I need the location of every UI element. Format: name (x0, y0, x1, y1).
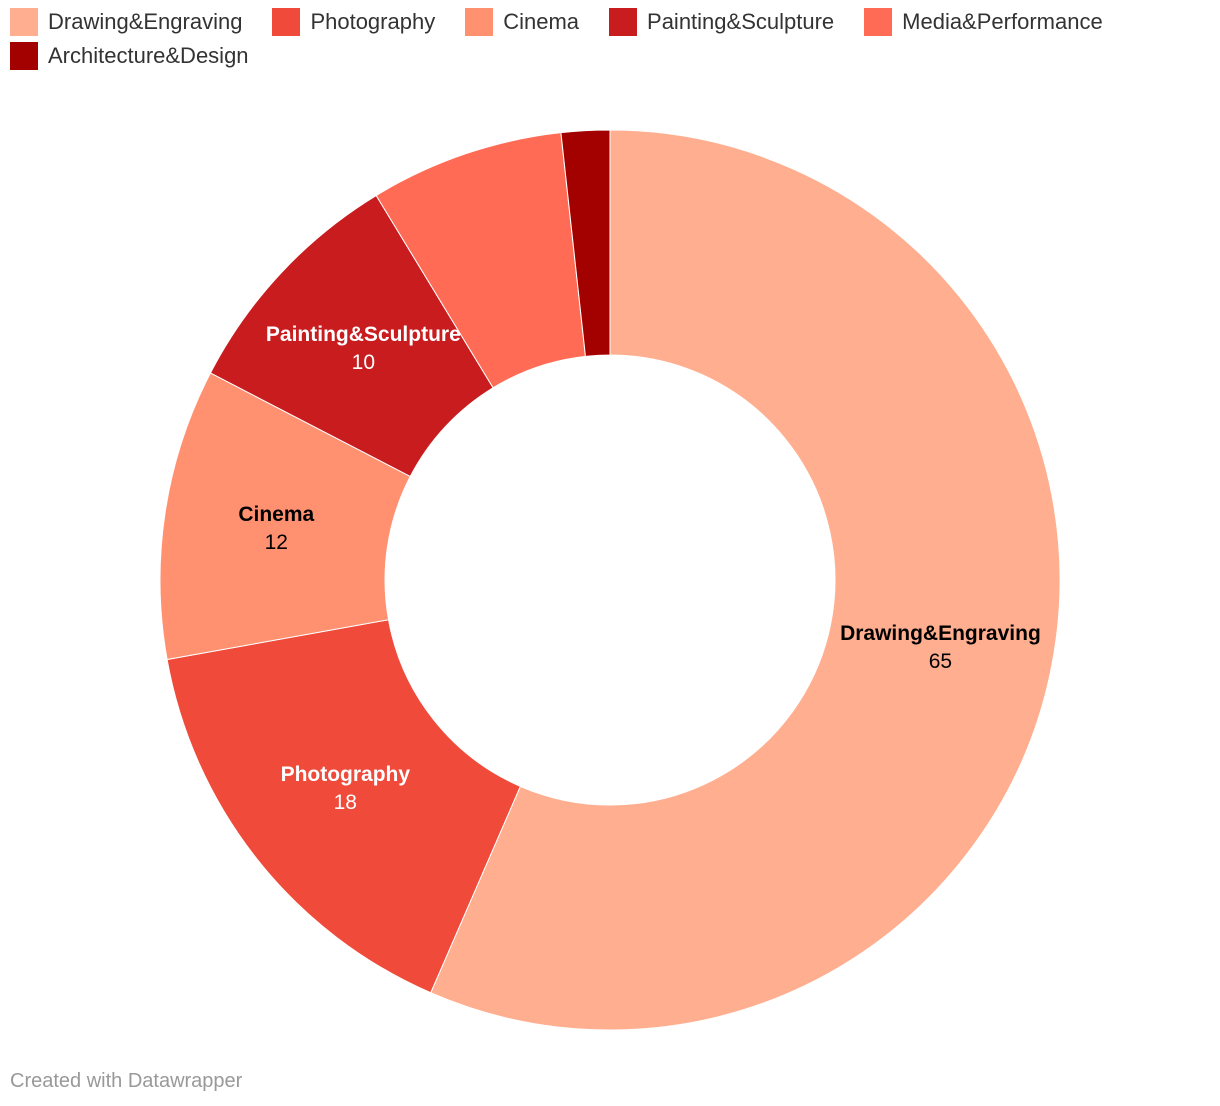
legend-swatch (10, 42, 38, 70)
legend-label: Drawing&Engraving (48, 9, 243, 34)
legend-swatch (272, 8, 301, 36)
slice-value: 12 (265, 531, 288, 554)
slice-label: Cinema (238, 503, 314, 526)
slice-value: 65 (929, 650, 952, 673)
legend-item: Cinema (465, 8, 579, 36)
slice (430, 129, 1061, 1031)
slice-label: Painting&Sculpture (266, 323, 461, 346)
slice (560, 129, 611, 357)
legend-label: Media&Performance (902, 9, 1103, 34)
legend-label: Painting&Sculpture (647, 9, 835, 34)
legend-swatch (465, 8, 494, 36)
slice-value: 18 (334, 791, 357, 814)
legend-label: Photography (310, 9, 436, 34)
slice-label: Drawing&Engraving (840, 622, 1041, 645)
legend-item: Photography (272, 8, 435, 36)
legend: Drawing&Engraving Photography Cinema Painti… (10, 8, 1180, 70)
legend-swatch (10, 8, 38, 36)
legend-label: Cinema (503, 9, 580, 34)
legend-item: Painting&Sculpture (609, 8, 834, 36)
legend-item: Media&Performance (864, 8, 1103, 36)
slice (166, 619, 522, 994)
legend-item: Drawing&Engraving (10, 8, 242, 36)
legend-label: Architecture&Design (48, 43, 249, 68)
footer: Created with Datawrapper (10, 1070, 243, 1092)
legend-swatch (609, 8, 638, 36)
slice-value: 10 (352, 351, 375, 374)
legend-swatch (864, 8, 893, 36)
legend-item: Architecture&Design (10, 42, 249, 70)
slice-label: Photography (281, 763, 411, 786)
